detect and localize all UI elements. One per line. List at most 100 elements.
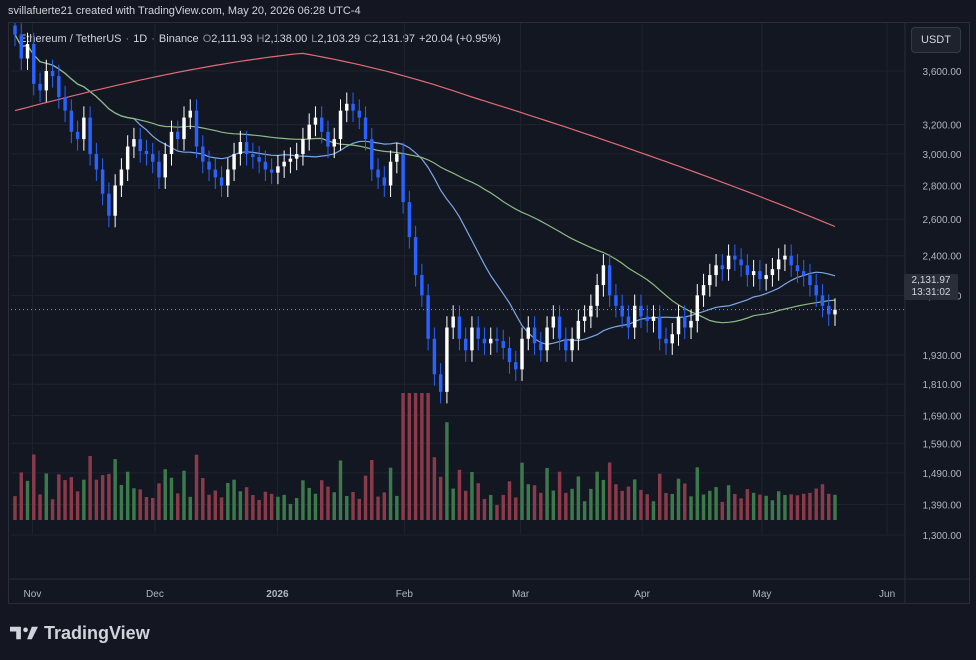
volume-bar [201,477,205,520]
candle-body [808,275,812,286]
volume-bar [363,475,368,520]
volume-bar [182,470,186,520]
candle-body [820,295,825,306]
price-chart[interactable]: 3,600.00 3,200.00 3,000.00 2,800.00 2,600.00… [9,23,970,604]
candle-body [251,154,255,158]
y-tick-label: 1,390.00 [923,501,962,512]
credit-text: svillafuerte21 created with TradingView.… [8,5,361,17]
volume-bar [708,490,712,520]
candle-body [438,374,443,392]
volume-bar [19,472,23,520]
candle-body [676,316,681,335]
candle-body [532,327,537,344]
volume-bar [570,488,574,520]
volume-bar [269,493,274,520]
low-value: 2,103.29 [317,33,361,45]
volume-bar [132,488,136,520]
candle-body [94,154,99,170]
volume-bar [307,487,311,520]
candle-body [382,177,387,186]
candle-body [733,255,737,260]
volume-bar [582,501,587,520]
candle-body [632,305,637,328]
volume-bar [57,474,61,520]
chart-panel[interactable]: Ethereum / TetherUS · 1D · Binance O 2,11… [8,22,970,604]
candle-body [150,154,155,162]
candlesticks [13,23,837,404]
candle-body [25,43,30,59]
candle-body [726,255,731,270]
candle-body [107,193,111,216]
volume-bar [407,393,412,520]
candle-body [238,142,243,155]
volume-bar [532,485,537,520]
candle-body [75,131,80,140]
candle-body [582,316,587,321]
volume-bar [720,501,725,520]
volume-bar [82,479,86,520]
volume-bar [370,459,374,520]
candle-body [501,341,505,348]
volume-bar [482,498,487,520]
volume-bar [739,498,743,520]
volume-bar [495,504,499,520]
volume-bar [489,494,493,520]
candle-body [413,237,418,276]
volume-bar [514,497,518,520]
volume-bar [219,497,224,520]
volume-bar [526,484,531,520]
candle-body [564,338,568,351]
candle-body [57,76,61,98]
candle-body [313,117,318,125]
volume-bar [695,467,700,520]
volume-bar [351,491,355,520]
volume-bar [382,492,387,520]
candle-body [138,139,142,152]
volume-bar [238,491,243,520]
candle-body [639,305,643,317]
volume-bar [770,500,775,520]
candle-body [88,117,92,155]
volume-bar [470,471,474,520]
currency-button[interactable]: USDT [911,27,961,53]
candle-body [294,154,299,159]
volume-bar [313,493,318,520]
volume-bar [169,477,174,520]
candle-body [213,169,218,178]
volume-bar [751,492,756,520]
candle-body [432,338,437,375]
exchange: Binance [158,33,199,45]
candle-body [770,269,775,276]
timeframe[interactable]: 1D [133,33,148,45]
candle-body [163,154,167,178]
candle-body [338,110,343,140]
volume-bar [639,489,643,520]
volume-bar [401,393,405,520]
volume-bar [827,493,831,520]
candle-body [751,271,756,276]
volume-bar [789,494,793,520]
moving-averages [14,34,836,346]
symbol-name[interactable]: Ethereum / TetherUS [19,33,122,45]
volume-bar [689,496,693,520]
y-tick-label: 2,800.00 [923,181,962,192]
x-tick-label: Dec [146,589,164,600]
volume-bar [113,459,117,520]
volume-bar [432,457,437,520]
x-tick-label: Nov [24,589,42,600]
candle-body [670,334,674,344]
ma-long-line [14,52,836,228]
volume-bar [658,473,662,520]
candle-body [714,265,718,276]
candle-body [345,103,349,111]
volume-bar [545,467,549,520]
candle-body [100,169,105,194]
volume-bar [676,478,681,520]
volume-bar [589,488,593,520]
volume-bar [501,494,505,520]
volume-bar [776,491,781,520]
candle-body [426,295,430,339]
candle-body [276,166,280,173]
candle-body [814,285,818,296]
volume-bar [263,491,268,520]
